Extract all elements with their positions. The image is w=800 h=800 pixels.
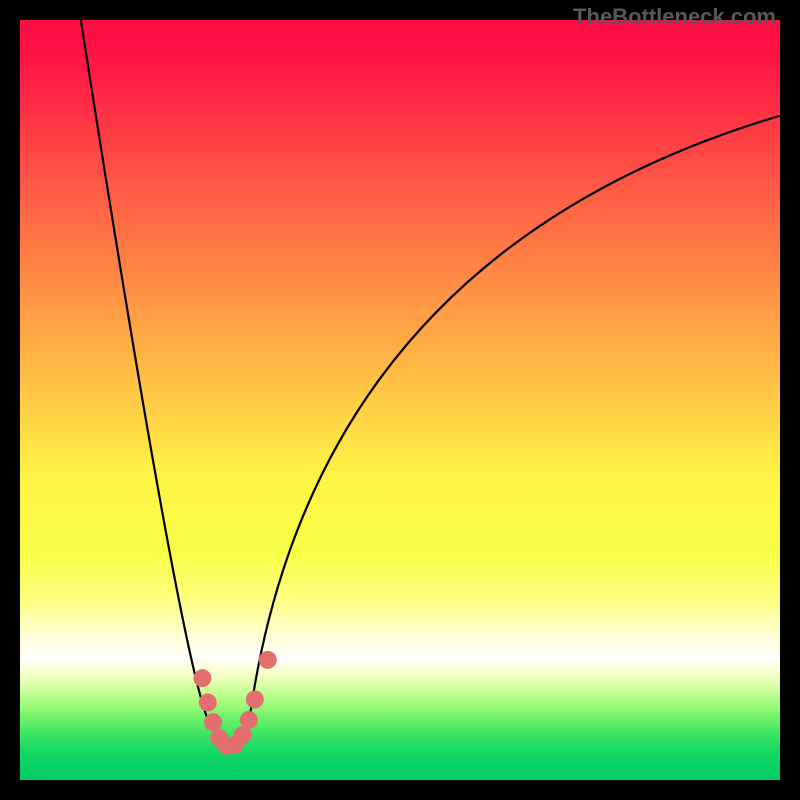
marker-point — [259, 651, 277, 669]
marker-point — [199, 693, 217, 711]
watermark-label: TheBottleneck.com — [573, 4, 776, 30]
curve-path — [81, 20, 780, 743]
marker-point — [240, 711, 258, 729]
marker-point — [246, 690, 264, 708]
curve-markers — [193, 651, 276, 755]
plot-area — [20, 20, 780, 780]
v-curve — [81, 20, 780, 743]
chart-frame: TheBottleneck.com — [0, 0, 800, 800]
marker-point — [204, 713, 222, 731]
curves-layer — [20, 20, 780, 780]
marker-point — [193, 669, 211, 687]
